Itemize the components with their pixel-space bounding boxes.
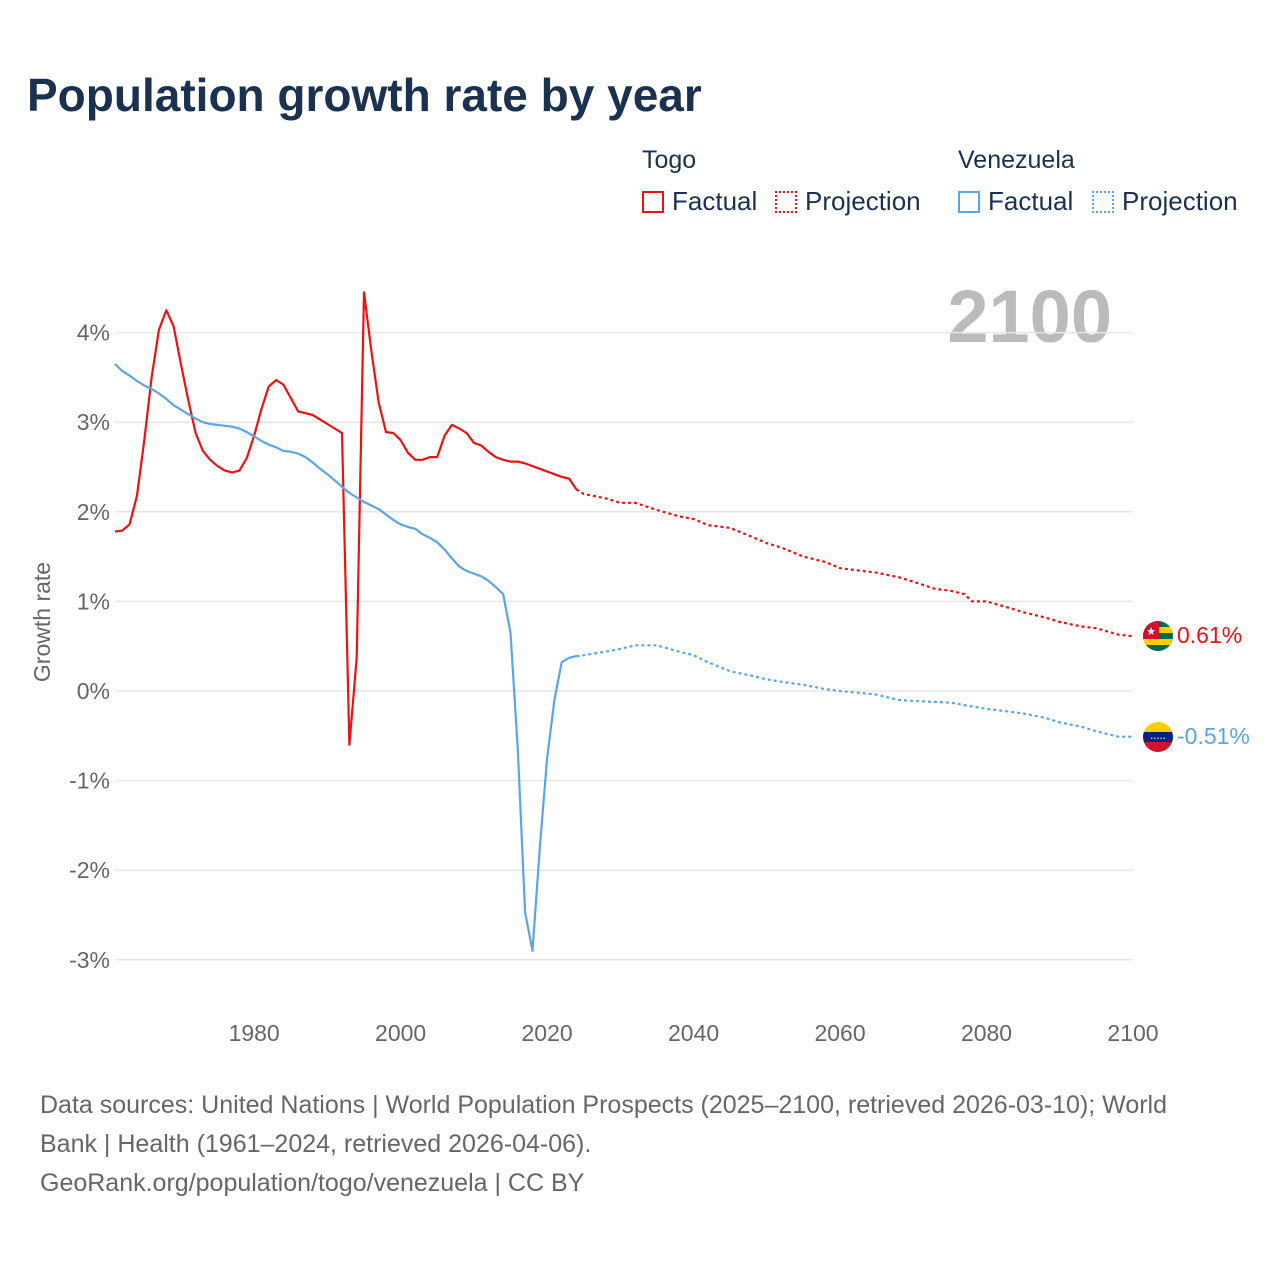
legend-label: Projection bbox=[805, 186, 921, 216]
y-tick-label: 3% bbox=[77, 409, 110, 435]
x-tick-label: 1980 bbox=[229, 1020, 280, 1046]
x-tick-label: 2060 bbox=[814, 1020, 865, 1046]
series-line-togo-factual bbox=[114, 291, 578, 746]
series-line-togo-projection bbox=[575, 488, 1134, 638]
legend-togo-factual[interactable]: Factual bbox=[642, 186, 757, 217]
legend-label: Factual bbox=[672, 186, 758, 216]
svg-text:• • • • •: • • • • • bbox=[1151, 736, 1166, 742]
legend-label: Projection bbox=[1122, 186, 1238, 216]
x-tick-label: 2080 bbox=[961, 1020, 1012, 1046]
solid-swatch-icon bbox=[642, 190, 664, 213]
credit-link[interactable]: GeoRank.org/population/togo/venezuela | … bbox=[40, 1169, 585, 1197]
y-tick-label: 0% bbox=[77, 678, 110, 704]
venezuela-flag-icon: • • • • • bbox=[1143, 722, 1173, 752]
legend-label: Factual bbox=[988, 186, 1074, 216]
legend-togo-projection[interactable]: Projection bbox=[775, 186, 921, 217]
venezuela-end-label: -0.51% bbox=[1177, 723, 1250, 749]
togo-end-label: 0.61% bbox=[1177, 622, 1242, 648]
y-tick-label: 1% bbox=[77, 588, 110, 614]
legend-group-togo: Togo bbox=[642, 146, 697, 174]
y-axis-label: Growth rate bbox=[29, 562, 55, 682]
x-tick-label: 2000 bbox=[375, 1020, 426, 1046]
dotted-swatch-icon bbox=[775, 190, 797, 213]
legend-venezuela-projection[interactable]: Projection bbox=[1092, 186, 1238, 217]
y-tick-label: -2% bbox=[69, 857, 110, 883]
y-tick-label: 4% bbox=[77, 320, 110, 346]
data-sources: Data sources: United Nations | World Pop… bbox=[40, 1091, 1168, 1158]
svg-text:★: ★ bbox=[1146, 626, 1156, 638]
chart-title: Population growth rate by year bbox=[27, 69, 702, 121]
y-tick-label: 2% bbox=[77, 499, 110, 525]
dotted-swatch-icon bbox=[1092, 190, 1114, 213]
x-tick-label: 2100 bbox=[1107, 1020, 1158, 1046]
solid-swatch-icon bbox=[958, 190, 980, 213]
year-watermark: 2100 bbox=[947, 275, 1112, 358]
legend-venezuela-factual[interactable]: Factual bbox=[958, 186, 1073, 217]
series-line-venezuela-projection bbox=[576, 644, 1133, 738]
x-tick-label: 2040 bbox=[668, 1020, 719, 1046]
y-tick-label: -1% bbox=[69, 768, 110, 794]
y-tick-label: -3% bbox=[69, 947, 110, 973]
togo-flag-icon: ★ bbox=[1143, 621, 1173, 651]
series-line-venezuela-factual bbox=[114, 363, 577, 952]
legend-group-venezuela: Venezuela bbox=[958, 146, 1075, 174]
x-tick-label: 2020 bbox=[522, 1020, 573, 1046]
